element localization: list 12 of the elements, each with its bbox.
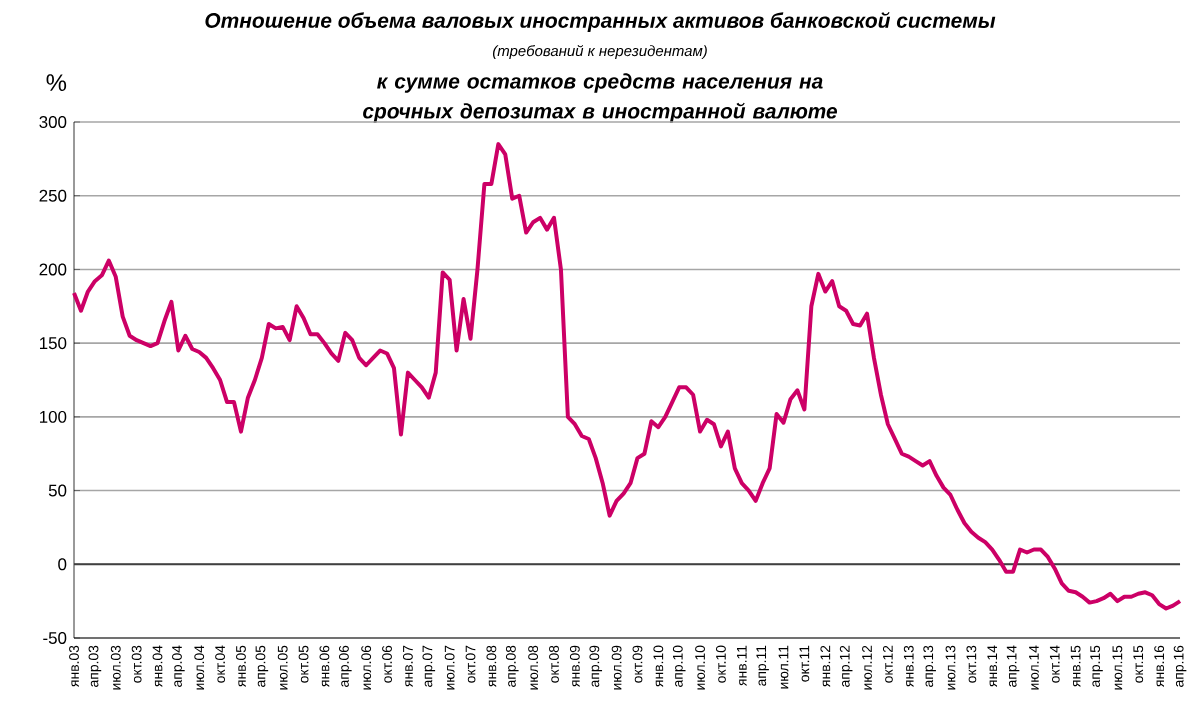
chart-title: Отношение объема валовых иностранных активов банковской системы bbox=[205, 12, 996, 32]
y-tick-label: 50 bbox=[48, 484, 67, 497]
y-tick-label: 150 bbox=[39, 337, 67, 350]
y-tick-label: 300 bbox=[39, 116, 67, 128]
y-axis-title: % bbox=[46, 74, 67, 91]
y-tick-label: 0 bbox=[58, 558, 67, 571]
y-tick-label: -50 bbox=[43, 632, 67, 644]
annotation: к сумме остатков средств населения на срочных депозитах в иностранной валюте bbox=[363, 73, 838, 123]
y-tick-label: 100 bbox=[39, 410, 67, 423]
line-series bbox=[72, 142, 1183, 611]
y-tick-label: 200 bbox=[39, 263, 67, 276]
y-tick-label: 250 bbox=[39, 189, 67, 202]
